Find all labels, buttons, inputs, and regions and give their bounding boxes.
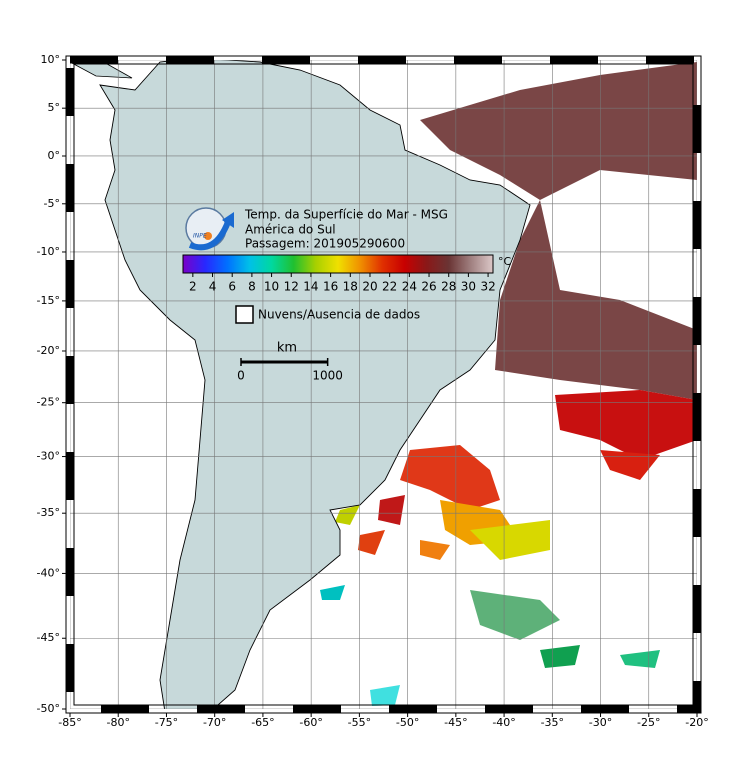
sst-patch	[370, 685, 400, 706]
sst-patch	[335, 505, 360, 525]
frame	[66, 56, 701, 713]
title-line: Temp. da Superfície do Mar - MSG	[244, 208, 448, 222]
sst-patch	[600, 450, 660, 480]
lon-tick-label: -30°	[589, 716, 612, 729]
lat-tick-label: 10°	[41, 53, 61, 66]
lat-tick-label: -50°	[37, 702, 60, 715]
lon-tick-label: -45°	[444, 716, 467, 729]
sst-patch	[378, 495, 405, 525]
lon-tick-label: -40°	[492, 716, 515, 729]
colorbar-tick-label: 12	[284, 280, 299, 294]
lat-tick-label: -35°	[37, 506, 60, 519]
scale-tick-label: 0	[237, 369, 245, 383]
lat-tick-label: -25°	[37, 396, 60, 409]
colorbar-tick-label: 8	[248, 280, 256, 294]
colorbar-tick-label: 18	[343, 280, 358, 294]
scale-unit: km	[277, 341, 297, 356]
cloud-area	[540, 170, 697, 330]
colorbar: 2 4 6 8 10 12 14 16 18 20 22 24 26 28 30 32	[182, 254, 496, 294]
legend-swatch	[235, 305, 254, 324]
frame-outline	[65, 55, 702, 714]
colorbar-tick-label: 2	[189, 280, 197, 294]
colorbar-tick-label: 30	[461, 280, 476, 294]
colorbar-tick-label: 22	[382, 280, 397, 294]
colorbar-tick-label: 4	[209, 280, 217, 294]
colorbar-scale	[182, 254, 494, 274]
lon-tick-label: -60°	[299, 716, 322, 729]
lat-tick-label: -40°	[37, 566, 60, 579]
colorbar-unit: °C	[498, 255, 512, 268]
lon-tick-label: -50°	[396, 716, 419, 729]
lon-tick-label: -75°	[155, 716, 178, 729]
lon-tick-label: -65°	[251, 716, 274, 729]
lat-tick-label: -5°	[44, 197, 60, 210]
legend-label: Nuvens/Ausencia de dados	[258, 308, 420, 322]
grid	[70, 60, 697, 709]
lat-tick-label: -20°	[37, 344, 60, 357]
lat-tick-label: 5°	[48, 101, 61, 114]
colorbar-tick-label: 10	[264, 280, 279, 294]
lat-tick-label: 0°	[48, 149, 61, 162]
sst-layer	[320, 62, 697, 706]
colorbar-tick-label: 24	[402, 280, 417, 294]
lon-tick-label: -35°	[541, 716, 564, 729]
scale-tick-label: 1000	[312, 369, 343, 383]
colorbar-tick-label: 20	[362, 280, 377, 294]
lat-tick-label: -30°	[37, 450, 60, 463]
colorbar-tick-label: 16	[323, 280, 338, 294]
sst-patch	[470, 520, 550, 560]
colorbar-tick-label: 6	[228, 280, 236, 294]
lat-tick-label: -15°	[37, 294, 60, 307]
scale-bar: 0 1000	[237, 358, 343, 383]
title-line: América do Sul	[245, 223, 336, 237]
sst-patch	[400, 445, 500, 510]
sst-patch	[420, 540, 450, 560]
frame-inner	[73, 63, 694, 706]
colorbar-tick-label: 28	[441, 280, 456, 294]
lon-tick-label: -25°	[637, 716, 660, 729]
svg-text:INPE: INPE	[193, 233, 207, 240]
sst-patch	[620, 650, 660, 668]
colorbar-tick-label: 26	[421, 280, 436, 294]
lon-tick-label: -20°	[685, 716, 708, 729]
lon-tick-label: -55°	[348, 716, 371, 729]
logo: INPE	[185, 207, 234, 251]
sst-patch	[555, 390, 697, 460]
colorbar-tick-label: 14	[303, 280, 318, 294]
sst-patch	[320, 585, 345, 600]
sst-patch	[540, 645, 580, 668]
lon-tick-label: -80°	[106, 716, 129, 729]
lat-tick-label: -10°	[37, 245, 60, 258]
title-line: Passagem: 201905290600	[245, 237, 405, 251]
colorbar-tick-label: 32	[480, 280, 495, 294]
lon-tick-label: -70°	[203, 716, 226, 729]
lon-tick-label: -85°	[58, 716, 81, 729]
sst-patch	[358, 530, 385, 555]
sst-patch	[470, 590, 560, 640]
lat-tick-label: -45°	[37, 631, 60, 644]
